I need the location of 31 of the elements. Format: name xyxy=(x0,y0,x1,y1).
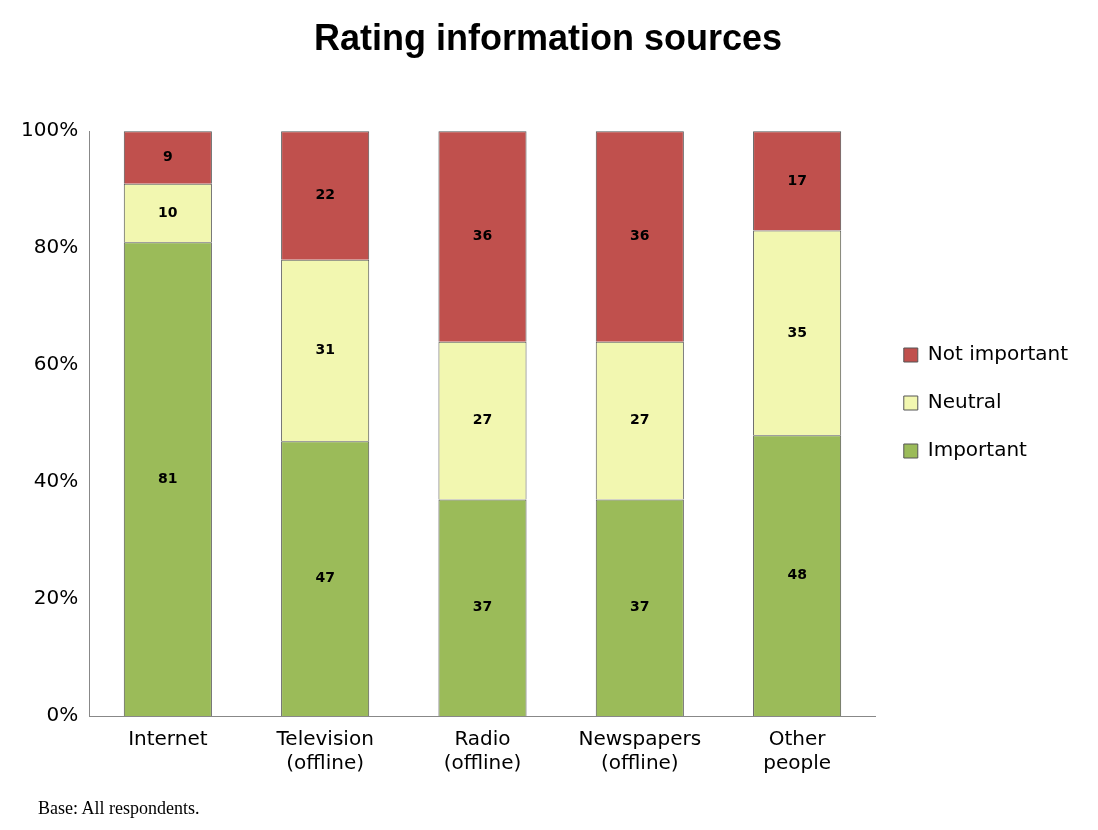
data-label: 36 xyxy=(472,227,493,244)
y-tick-label: 20% xyxy=(33,585,79,610)
data-label: 37 xyxy=(630,598,650,615)
legend-label: Neutral xyxy=(927,389,1002,414)
data-label: 37 xyxy=(472,598,493,615)
y-tick-label: 0% xyxy=(46,702,79,727)
y-tick-label: 60% xyxy=(33,351,79,376)
text: Base: All respondents. xyxy=(38,798,201,819)
data-label: 17 xyxy=(787,171,807,188)
data-label: 36 xyxy=(630,227,650,244)
y-tick-label: 100% xyxy=(20,117,79,142)
data-label: 9 xyxy=(162,148,173,165)
x-tick-label: Internet xyxy=(128,726,208,751)
data-label: 81 xyxy=(158,469,178,486)
data-label: 27 xyxy=(472,411,493,428)
data-label: 22 xyxy=(315,186,335,203)
data-label: 31 xyxy=(315,341,335,358)
data-label: 10 xyxy=(158,203,178,220)
legend-label: Not important xyxy=(927,341,1069,366)
x-tick-label: Radio (offline) xyxy=(443,726,522,775)
data-label: 47 xyxy=(315,569,335,586)
chart-title: Rating information sources xyxy=(313,16,783,58)
data-label: 27 xyxy=(630,411,650,428)
data-label: 35 xyxy=(787,323,807,340)
data-label: 48 xyxy=(787,566,807,583)
y-tick-label: 40% xyxy=(33,468,79,493)
x-tick-label: Newspapers (offline) xyxy=(578,726,702,775)
y-tick-label: 80% xyxy=(33,234,79,259)
x-tick-label: Television (offline) xyxy=(275,726,374,775)
x-tick-label: Other people xyxy=(763,726,832,775)
legend-label: Important xyxy=(927,437,1028,462)
